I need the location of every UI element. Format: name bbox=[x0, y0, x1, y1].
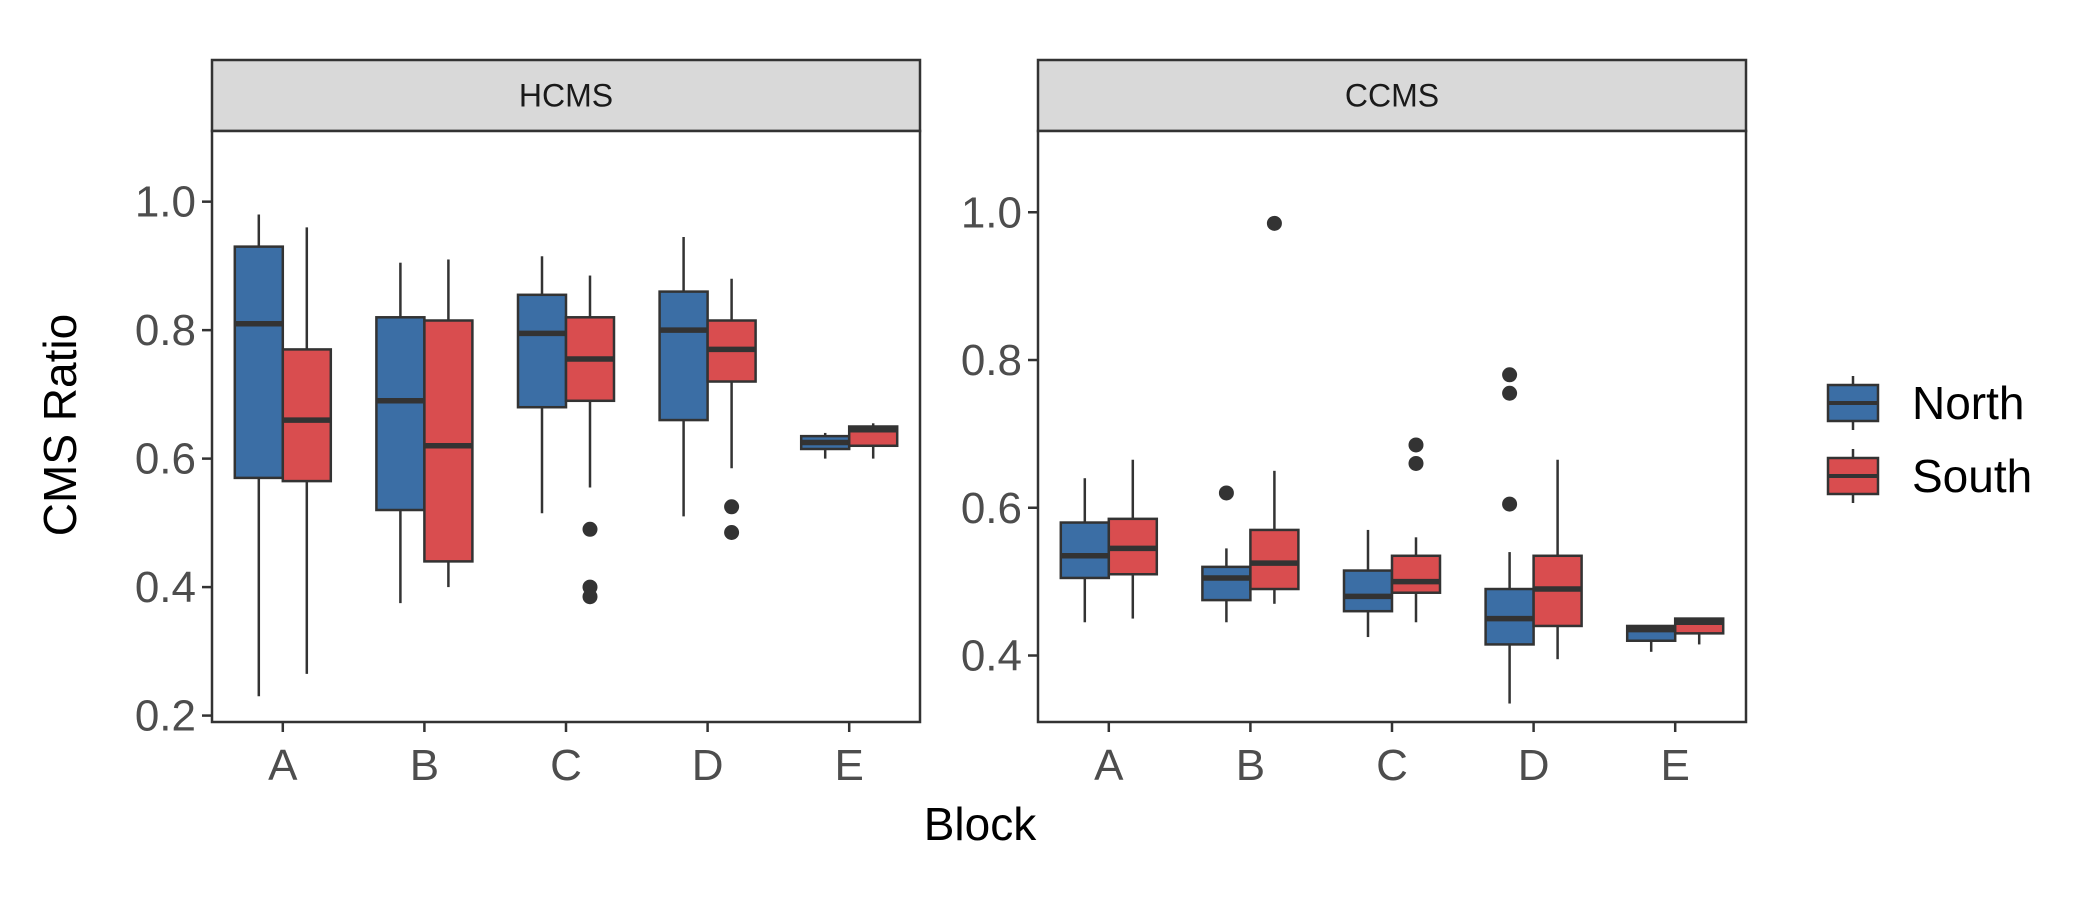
outlier-point bbox=[582, 521, 598, 537]
y-tick-label: 0.4 bbox=[961, 632, 1022, 681]
x-tick-label: E bbox=[835, 741, 864, 790]
plot-border bbox=[1036, 129, 1748, 724]
box-body bbox=[1059, 521, 1111, 580]
legend-item-north: North bbox=[1826, 376, 2024, 430]
outlier-point bbox=[1502, 367, 1518, 383]
box-body bbox=[1249, 528, 1300, 591]
box-hcms-south-d bbox=[706, 278, 757, 540]
box-hcms-north-c bbox=[516, 256, 568, 514]
x-axis-title: Block bbox=[924, 798, 1037, 850]
box-ccms-south-d bbox=[1532, 459, 1583, 660]
box-ccms-south-e bbox=[1673, 617, 1725, 645]
strip-label: CCMS bbox=[1345, 78, 1439, 114]
x-tick-label: E bbox=[1661, 741, 1690, 790]
x-tick-label: C bbox=[1376, 741, 1408, 790]
box-body bbox=[233, 245, 285, 480]
strip-label: HCMS bbox=[519, 78, 613, 114]
box-body bbox=[516, 293, 568, 409]
strip-background bbox=[1036, 58, 1748, 133]
plot-border bbox=[210, 129, 922, 724]
box-hcms-south-c bbox=[564, 275, 616, 605]
x-tick-label: D bbox=[1518, 741, 1550, 790]
outlier-point bbox=[1408, 437, 1424, 453]
legend: North South bbox=[1826, 376, 2032, 503]
x-tick-label: B bbox=[1236, 741, 1265, 790]
outlier-point bbox=[1408, 455, 1424, 471]
outlier-point bbox=[1502, 385, 1518, 401]
outlier-point bbox=[1266, 215, 1282, 231]
box-body bbox=[1201, 565, 1252, 602]
box-hcms-north-e bbox=[799, 432, 851, 459]
x-tick-label: A bbox=[268, 741, 298, 790]
x-tick-label: D bbox=[692, 741, 724, 790]
x-tick-label: A bbox=[1094, 741, 1124, 790]
outlier-point bbox=[582, 589, 598, 605]
box-ccms-south-b bbox=[1249, 215, 1300, 604]
box-body bbox=[1342, 569, 1394, 613]
box-body bbox=[281, 348, 333, 483]
box-body bbox=[423, 319, 474, 563]
y-tick-label: 0.6 bbox=[961, 484, 1022, 533]
box-body bbox=[1390, 554, 1442, 594]
outlier-point bbox=[724, 499, 740, 515]
y-tick-label: 0.6 bbox=[135, 435, 196, 484]
strip-background bbox=[210, 58, 922, 133]
box-hcms-south-e bbox=[847, 423, 899, 459]
outlier-point bbox=[1502, 496, 1518, 512]
box-body bbox=[658, 290, 709, 422]
panel-hcms: HCMS 0.2 0.4 0.6 0.8 1.0 A B C D E bbox=[135, 58, 922, 790]
y-tick-label: 0.8 bbox=[961, 336, 1022, 385]
y-tick-label: 0.8 bbox=[135, 306, 196, 355]
y-axis-title: CMS Ratio bbox=[34, 314, 86, 536]
y-tick-label: 0.2 bbox=[135, 692, 196, 741]
x-tick-label: C bbox=[550, 741, 582, 790]
x-tick-label: B bbox=[410, 741, 439, 790]
box-hcms-south-a bbox=[281, 227, 333, 674]
box-body bbox=[375, 316, 426, 512]
box-ccms-south-c bbox=[1390, 437, 1442, 623]
legend-label: South bbox=[1912, 450, 2032, 502]
y-tick-label: 1.0 bbox=[135, 178, 196, 227]
legend-item-south: South bbox=[1826, 449, 2032, 503]
y-tick-label: 1.0 bbox=[961, 188, 1022, 237]
legend-label: North bbox=[1912, 377, 2024, 429]
box-ccms-north-d bbox=[1484, 367, 1535, 704]
panels: HCMS 0.2 0.4 0.6 0.8 1.0 A B C D E CCMS 0.4 0.6 0.8 1.0… bbox=[135, 58, 1748, 790]
box-ccms-north-c bbox=[1342, 529, 1394, 638]
box-hcms-south-b bbox=[423, 259, 474, 588]
panel-ccms: CCMS 0.4 0.6 0.8 1.0 A B C D E bbox=[961, 58, 1748, 790]
y-tick-label: 0.4 bbox=[135, 563, 196, 612]
plot-area bbox=[1038, 131, 1746, 722]
outlier-point bbox=[1218, 485, 1234, 501]
box-ccms-south-a bbox=[1107, 459, 1159, 619]
outlier-point bbox=[724, 524, 740, 540]
